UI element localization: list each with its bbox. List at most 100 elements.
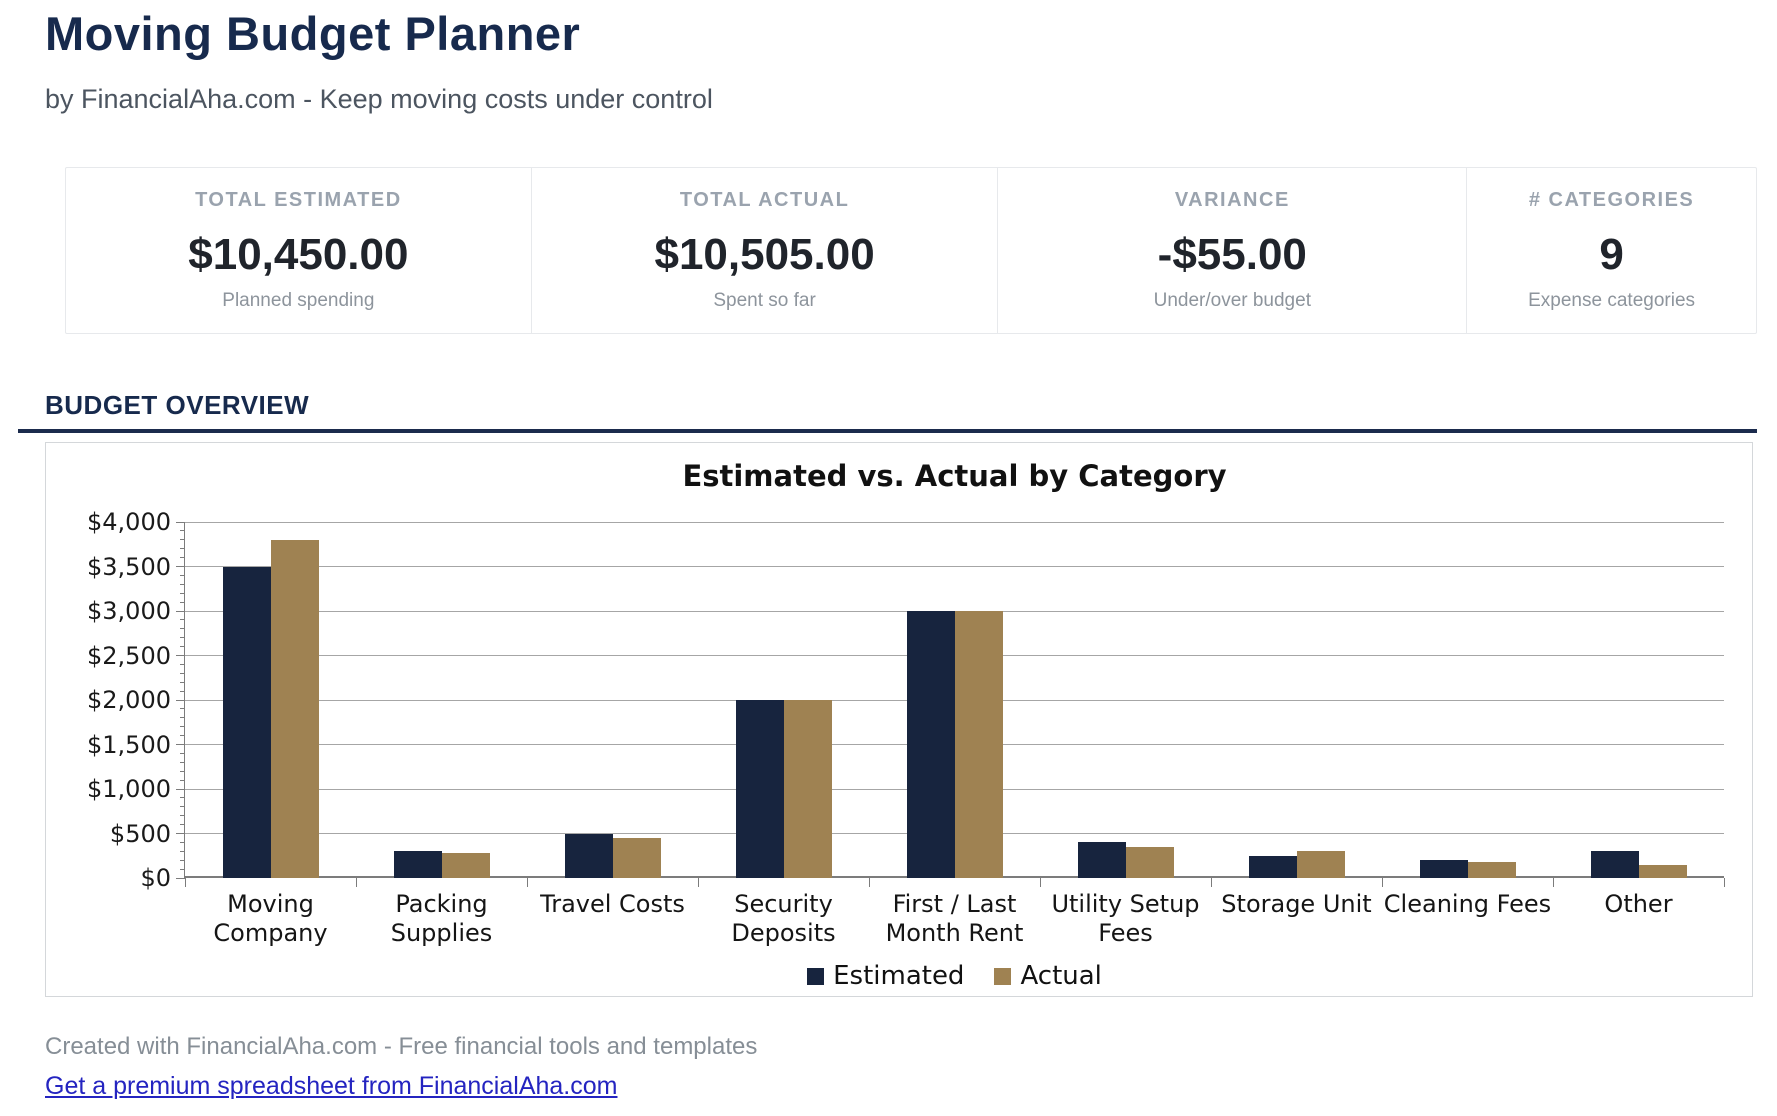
bar-actual-storage-unit [1296, 851, 1345, 878]
card-value: 9 [1599, 230, 1624, 279]
bar-actual-packing-supplies [441, 853, 490, 878]
bar-actual-utility-setup-fees [1125, 846, 1174, 878]
x-axis-tick [1381, 878, 1383, 887]
y-minor-tick [180, 726, 185, 728]
y-axis-line [184, 522, 185, 878]
chart-title: Estimated vs. Actual by Category [682, 459, 1227, 493]
page-title: Moving Budget Planner [45, 7, 581, 60]
y-axis-tick-label: $1,500 [87, 730, 171, 759]
category-label: Storage Unit [1221, 890, 1372, 918]
y-minor-tick [180, 841, 185, 843]
y-minor-tick [180, 761, 185, 763]
bar-estimated-packing-supplies [393, 851, 442, 878]
bar-actual-first-last-month-rent [954, 611, 1003, 878]
y-minor-tick [180, 646, 185, 648]
y-minor-tick [180, 770, 185, 772]
card-total-actual: TOTAL ACTUAL $10,505.00 Spent so far [530, 168, 998, 333]
card-label: # CATEGORIES [1528, 189, 1695, 211]
y-minor-tick [180, 539, 185, 541]
y-minor-tick [180, 859, 185, 861]
footer-credit-text: Created with FinancialAha.com - Free fin… [45, 1033, 758, 1060]
card-label: TOTAL ACTUAL [679, 189, 850, 211]
summary-cards: TOTAL ESTIMATED $10,450.00 Planned spend… [65, 167, 1757, 334]
y-minor-tick [180, 637, 185, 639]
bar-actual-security-deposits [783, 700, 832, 878]
x-axis-tick [1723, 878, 1725, 887]
x-axis-tick [355, 878, 357, 887]
category-label: Moving Company [213, 890, 328, 947]
y-minor-tick [180, 530, 185, 532]
y-minor-tick [180, 557, 185, 559]
x-axis-tick [868, 878, 870, 887]
bar-estimated-utility-setup-fees [1077, 842, 1126, 878]
legend-label: Estimated [833, 961, 965, 991]
x-axis-tick [1210, 878, 1212, 887]
y-minor-tick [180, 815, 185, 817]
card-label: TOTAL ESTIMATED [195, 189, 402, 211]
y-minor-tick [180, 708, 185, 710]
y-major-tick [176, 788, 185, 790]
estimated-vs-actual-bar-chart: Estimated vs. Actual by Category Estimat… [45, 442, 1753, 997]
card-caption: Expense categories [1528, 290, 1696, 311]
x-axis-tick [184, 878, 186, 887]
y-major-tick [176, 877, 185, 879]
bar-actual-other [1638, 864, 1687, 878]
card-caption: Under/over budget [1153, 290, 1311, 311]
chart-legend: Estimated Actual [185, 961, 1724, 991]
card-total-estimated: TOTAL ESTIMATED $10,450.00 Planned spend… [66, 168, 531, 333]
card-num-categories: # CATEGORIES 9 Expense categories [1466, 168, 1756, 333]
y-minor-tick [180, 690, 185, 692]
y-minor-tick [180, 797, 185, 799]
card-label: VARIANCE [1174, 189, 1290, 211]
category-label: Travel Costs [540, 890, 685, 918]
card-variance: VARIANCE -$55.00 Under/over budget [997, 168, 1466, 333]
bar-actual-cleaning-fees [1467, 862, 1516, 878]
y-gridline [185, 566, 1724, 567]
y-minor-tick [180, 548, 185, 550]
bar-estimated-storage-unit [1248, 855, 1297, 878]
y-minor-tick [180, 681, 185, 683]
category-label: Other [1604, 890, 1673, 918]
y-axis-tick-label: $4,000 [87, 508, 171, 536]
bar-estimated-other [1590, 851, 1639, 878]
y-major-tick [176, 566, 185, 567]
y-minor-tick [180, 752, 185, 754]
bar-actual-travel-costs [612, 837, 661, 878]
card-value: -$55.00 [1157, 230, 1307, 279]
y-axis-tick-label: $500 [109, 819, 171, 848]
y-axis-tick-label: $2,000 [87, 686, 171, 714]
y-minor-tick [180, 868, 185, 870]
premium-spreadsheet-link[interactable]: Get a premium spreadsheet from Financial… [45, 1072, 618, 1100]
card-value: $10,505.00 [654, 230, 875, 279]
bar-estimated-cleaning-fees [1419, 860, 1468, 878]
y-major-tick [176, 833, 185, 834]
card-caption: Spent so far [713, 290, 816, 311]
category-label: Utility Setup Fees [1051, 890, 1200, 947]
page-subtitle: by FinancialAha.com - Keep moving costs … [45, 84, 713, 114]
y-major-tick [176, 699, 185, 701]
x-axis-tick [1552, 878, 1554, 887]
legend-item-estimated: Estimated [807, 961, 964, 991]
y-minor-tick [180, 806, 185, 808]
card-value: $10,450.00 [188, 230, 409, 279]
bar-estimated-moving-company [222, 566, 271, 878]
legend-swatch-estimated [807, 967, 825, 985]
y-minor-tick [180, 574, 185, 576]
bar-actual-moving-company [270, 539, 319, 878]
y-minor-tick [180, 583, 185, 585]
section-divider-rule [18, 429, 1757, 433]
y-minor-tick [180, 850, 185, 852]
category-label: Security Deposits [731, 890, 836, 947]
card-caption: Planned spending [222, 290, 375, 311]
y-major-tick [176, 610, 185, 612]
section-heading-budget-overview: BUDGET OVERVIEW [45, 390, 310, 420]
y-axis-tick-label: $0 [140, 864, 171, 892]
category-label: First / Last Month Rent [885, 890, 1024, 947]
bar-estimated-first-last-month-rent [906, 611, 955, 878]
y-axis-tick-label: $1,000 [87, 775, 171, 803]
y-major-tick [176, 521, 185, 523]
y-axis-tick-label: $3,000 [87, 597, 171, 625]
y-minor-tick [180, 663, 185, 665]
y-minor-tick [180, 779, 185, 781]
